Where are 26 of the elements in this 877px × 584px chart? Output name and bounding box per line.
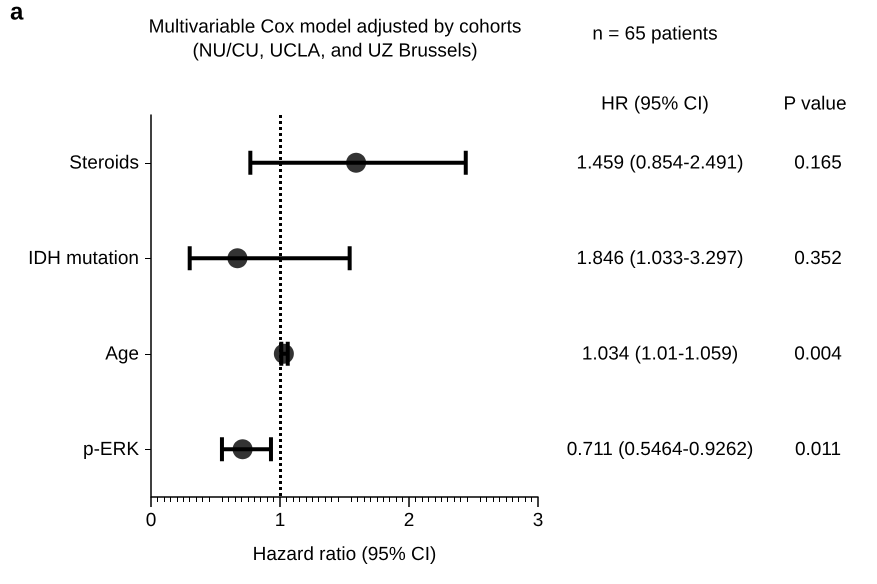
y-tick-label: IDH mutation bbox=[28, 248, 139, 269]
x-axis-title: Hazard ratio (95% CI) bbox=[252, 544, 436, 565]
y-tick-label: Steroids bbox=[69, 152, 139, 174]
text: HR (95% CI) bbox=[601, 94, 709, 114]
text: a bbox=[10, 0, 24, 26]
chart-title: Multivariable Cox model adjusted by cohorts (NU/CU, UCLA, and UZ Brussels) bbox=[148, 16, 522, 62]
text: n = 65 patients bbox=[592, 24, 718, 44]
text: 0.165 bbox=[794, 152, 842, 174]
text: P value bbox=[783, 94, 847, 114]
text: 1.459 (0.854-2.491) bbox=[576, 152, 744, 174]
text: 1.846 (1.033-3.297) bbox=[576, 248, 744, 269]
text: 1.034 (1.01-1.059) bbox=[582, 343, 738, 364]
x-tick-label: 3 bbox=[532, 510, 544, 531]
point bbox=[346, 152, 366, 173]
text: 0.352 bbox=[794, 248, 842, 269]
text: 0.004 bbox=[794, 343, 842, 364]
point bbox=[227, 248, 248, 268]
x-tick-label: 2 bbox=[404, 510, 414, 531]
y-tick-label: p-ERK bbox=[83, 438, 140, 460]
y-tick-label: Age bbox=[105, 343, 139, 364]
text: 0.711 (0.5464-0.9262) bbox=[566, 438, 754, 460]
x-tick-label: 0 bbox=[146, 510, 156, 531]
x-tick-label: 1 bbox=[274, 510, 286, 531]
text: 0.011 bbox=[794, 438, 842, 460]
point bbox=[232, 439, 253, 460]
point bbox=[274, 344, 294, 364]
